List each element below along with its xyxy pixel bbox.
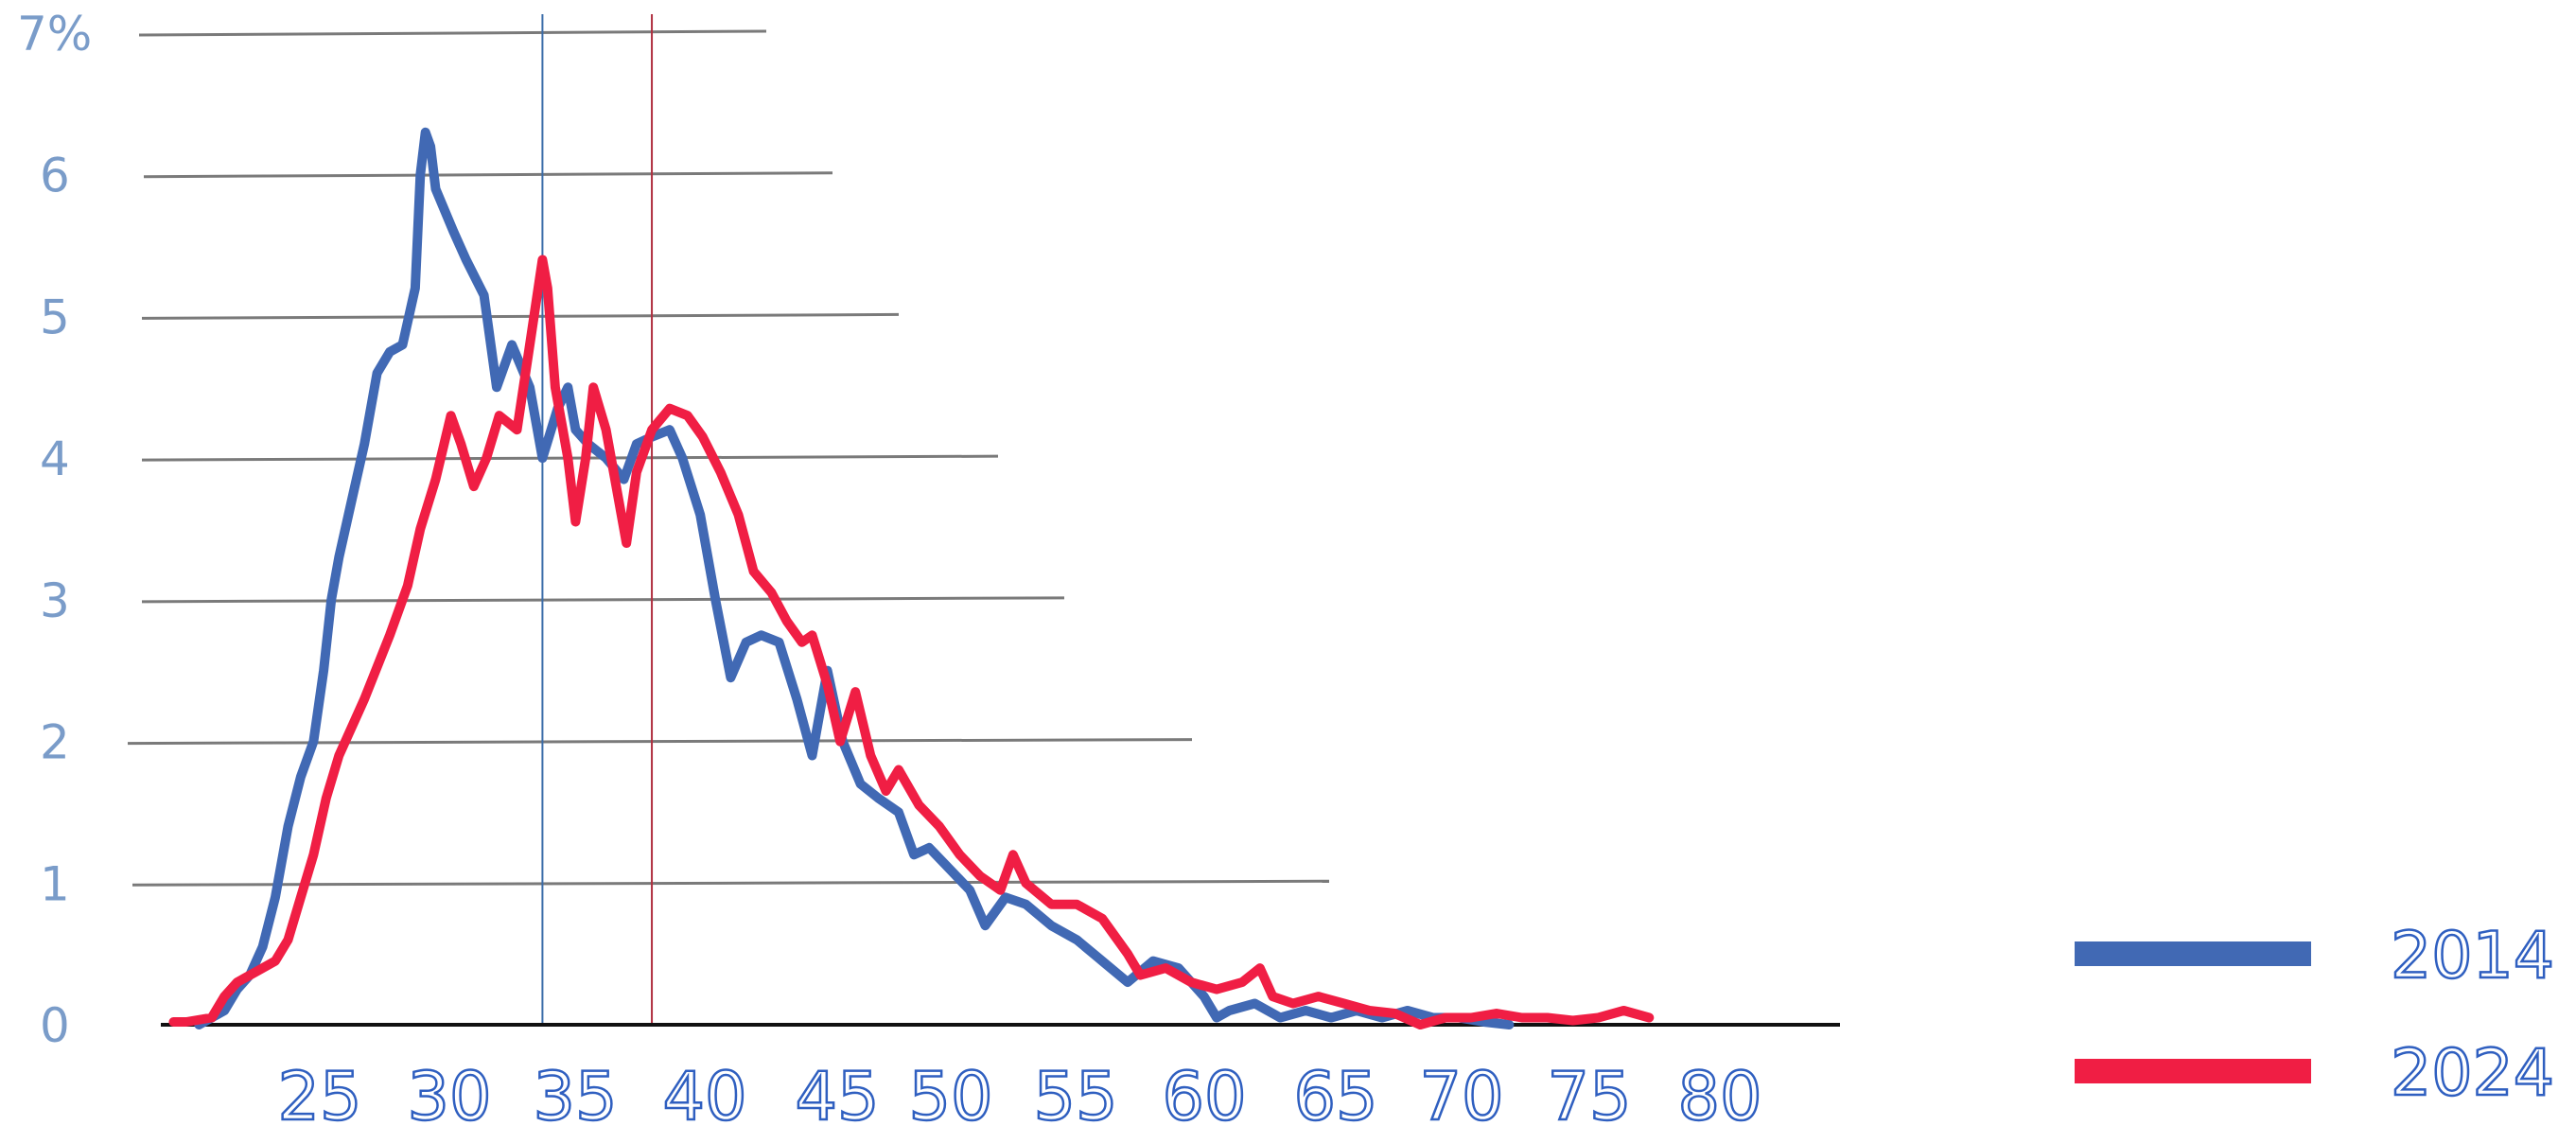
x-tick-label: 60 (1162, 1058, 1246, 1126)
series-line-2024 (168, 255, 1655, 1029)
series-line-2014 (194, 127, 1515, 1029)
x-tick-label: 75 (1547, 1058, 1631, 1126)
legend-label-2024: 2024 (2391, 1036, 2554, 1111)
y-tick-label: 1 (40, 856, 70, 911)
legend-swatch-2024 (2075, 1059, 2311, 1083)
legend-swatch-2014 (2075, 941, 2311, 966)
x-tick-label: 50 (908, 1058, 992, 1126)
x-tick-label: 80 (1677, 1058, 1761, 1126)
x-tick-label: 55 (1033, 1058, 1117, 1126)
y-tick-label: 4 (40, 431, 70, 486)
y-tick-label: 2 (40, 715, 70, 770)
y-tick-labels: 0 1 2 3 4 5 6 7% (17, 7, 92, 1053)
legend: 2014 2024 (2075, 918, 2555, 1112)
x-tick-label: 40 (662, 1058, 746, 1126)
x-tick-label: 30 (407, 1058, 491, 1126)
gridlines (127, 29, 1330, 887)
series-lines (168, 127, 1655, 1029)
gridline-7 (138, 29, 767, 37)
gridline-2 (127, 738, 1193, 746)
y-tick-label: 6 (40, 149, 70, 203)
x-tick-label: 25 (277, 1058, 361, 1126)
x-tick-label: 65 (1293, 1058, 1377, 1126)
x-tick-label: 45 (795, 1058, 879, 1126)
y-tick-label: 7% (17, 7, 92, 62)
x-tick-label: 35 (533, 1058, 617, 1126)
gridline-6 (143, 171, 833, 179)
y-tick-label: 3 (40, 573, 70, 628)
gridline-3 (141, 596, 1065, 604)
x-tick-label: 70 (1419, 1058, 1503, 1126)
reference-lines (541, 14, 654, 1025)
legend-label-2014: 2014 (2391, 919, 2554, 994)
gridline-1 (131, 879, 1330, 887)
gridline-5 (141, 312, 900, 320)
y-tick-label: 0 (40, 998, 70, 1053)
x-tick-labels: 25 30 35 40 45 50 55 60 65 70 75 80 (276, 1057, 1763, 1126)
y-tick-label: 5 (40, 290, 70, 344)
